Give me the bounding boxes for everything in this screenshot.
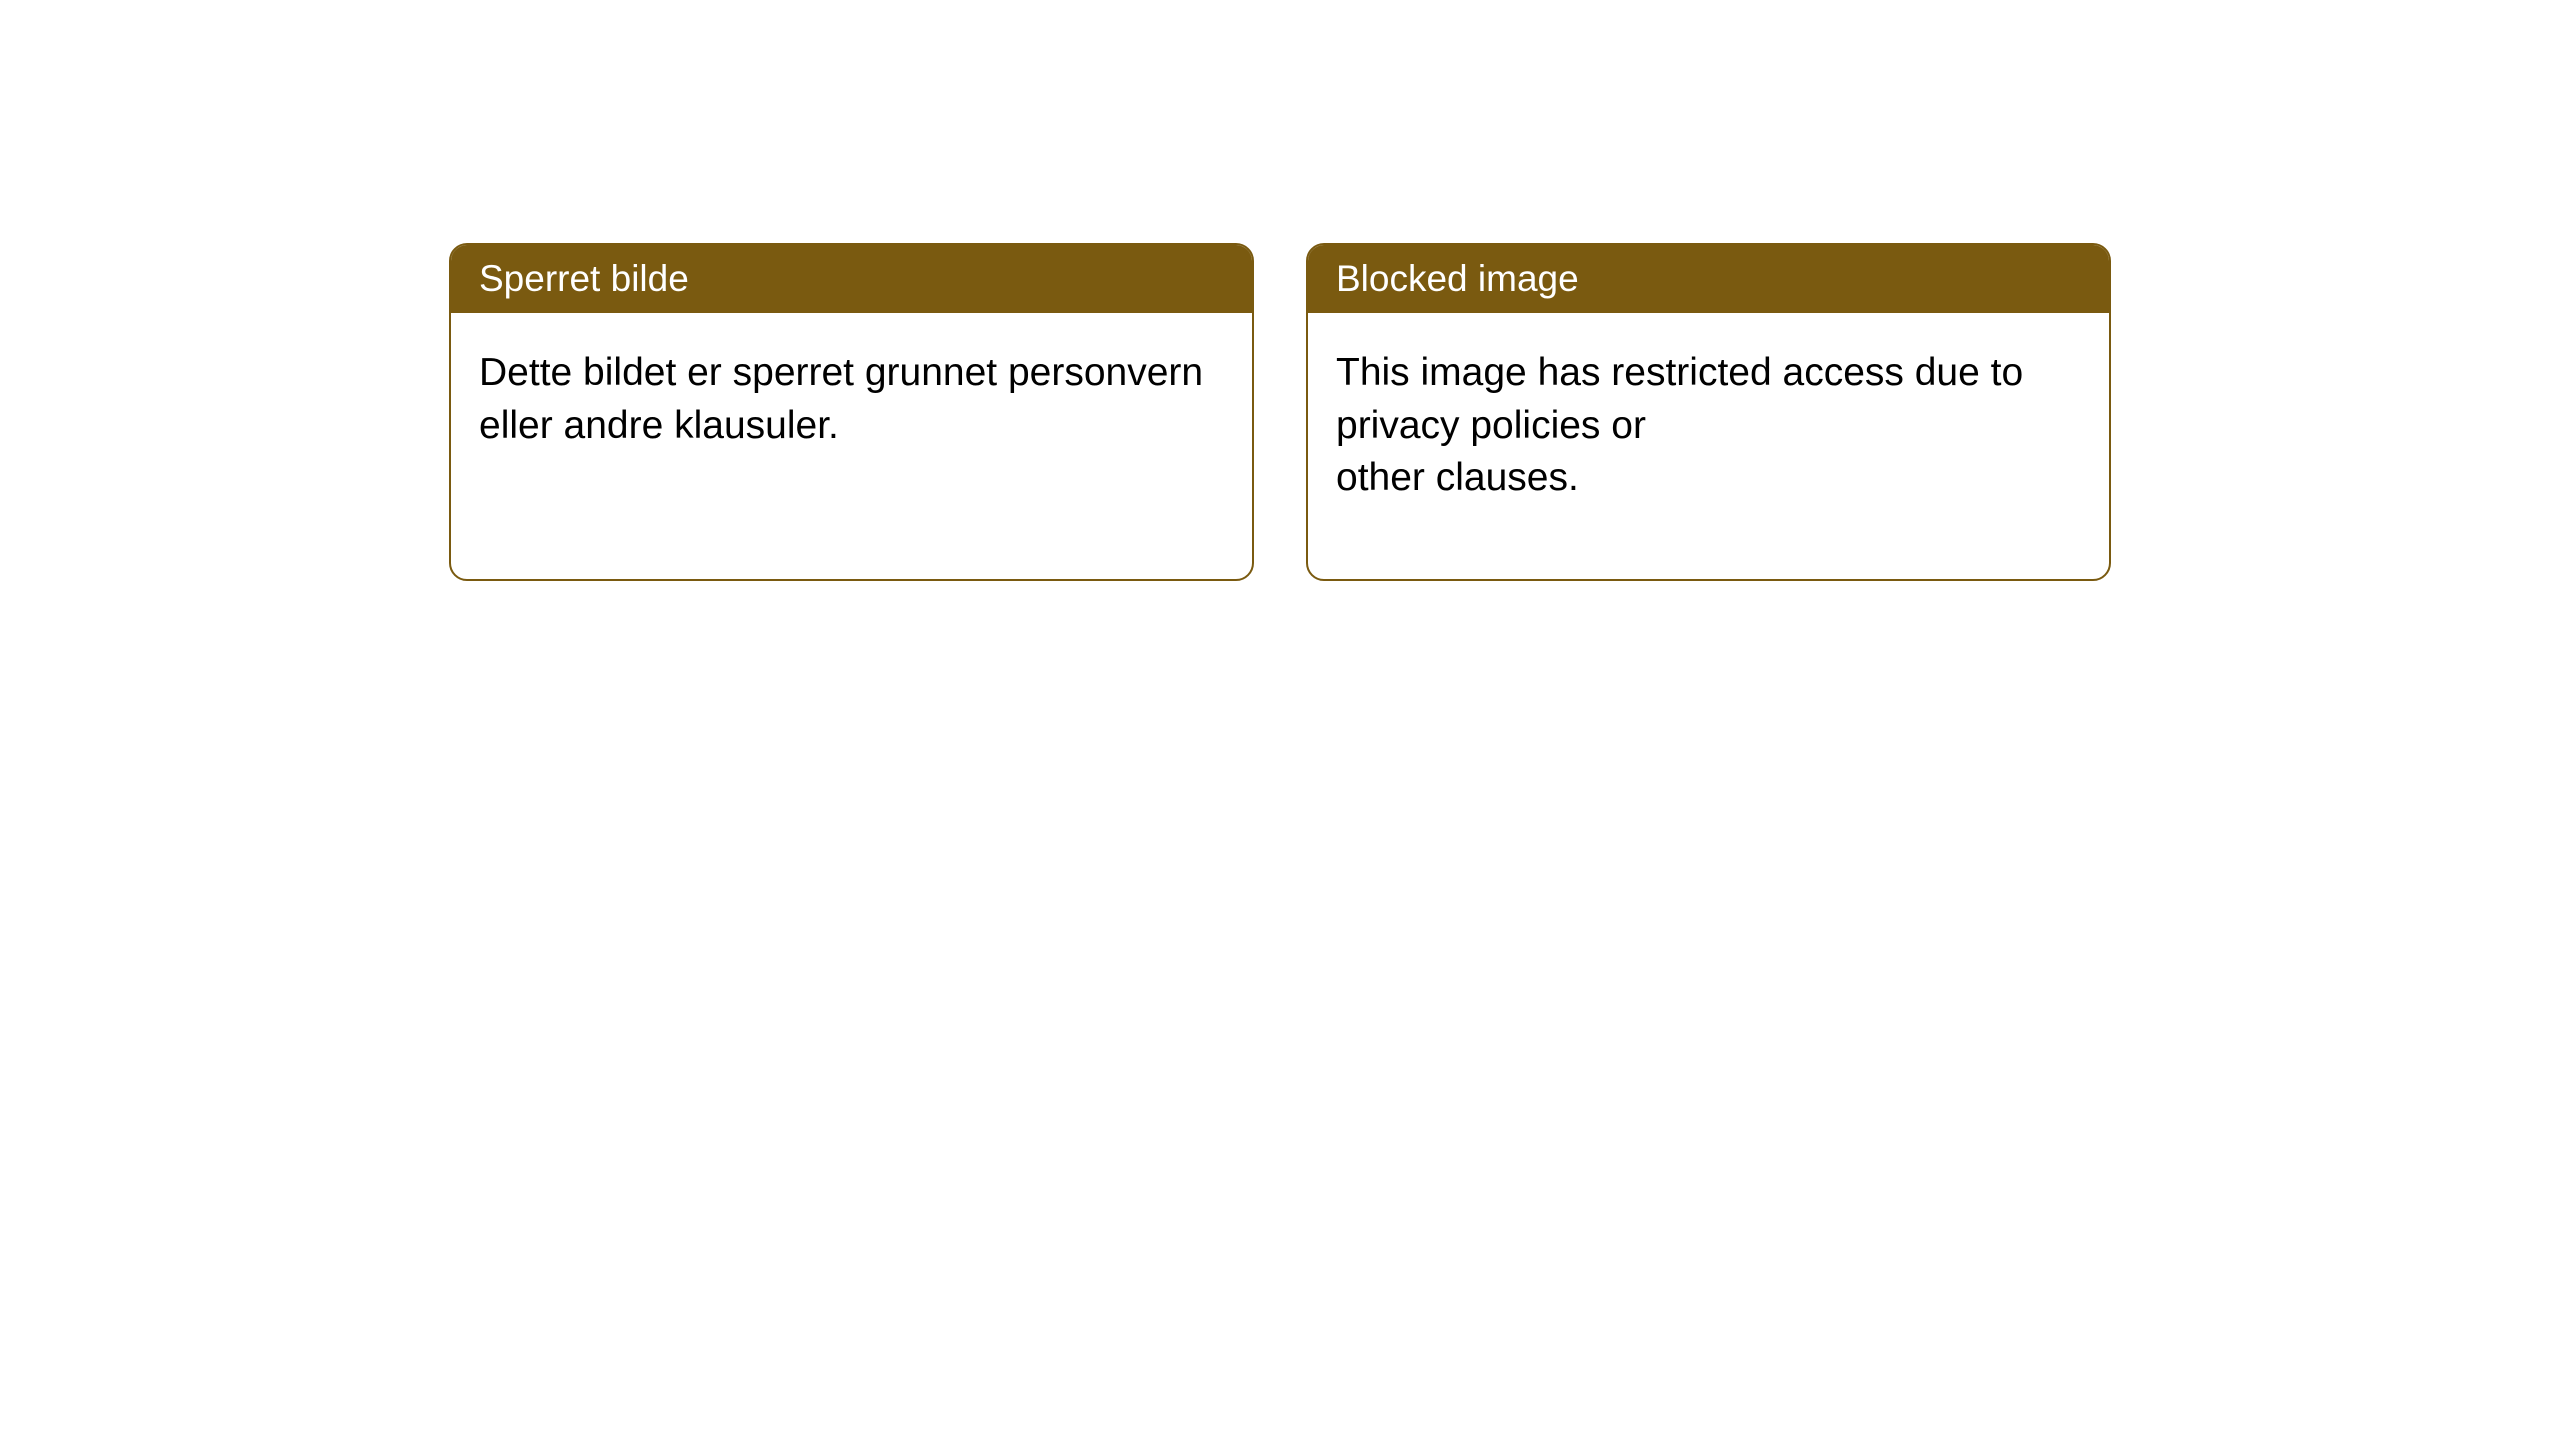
notice-header: Sperret bilde [451,245,1252,313]
notice-body: Dette bildet er sperret grunnet personve… [451,313,1252,486]
notice-body: This image has restricted access due to … [1308,313,2109,539]
notices-container: Sperret bilde Dette bildet er sperret gr… [449,243,2111,581]
notice-header: Blocked image [1308,245,2109,313]
notice-box-english: Blocked image This image has restricted … [1306,243,2111,581]
notice-box-norwegian: Sperret bilde Dette bildet er sperret gr… [449,243,1254,581]
